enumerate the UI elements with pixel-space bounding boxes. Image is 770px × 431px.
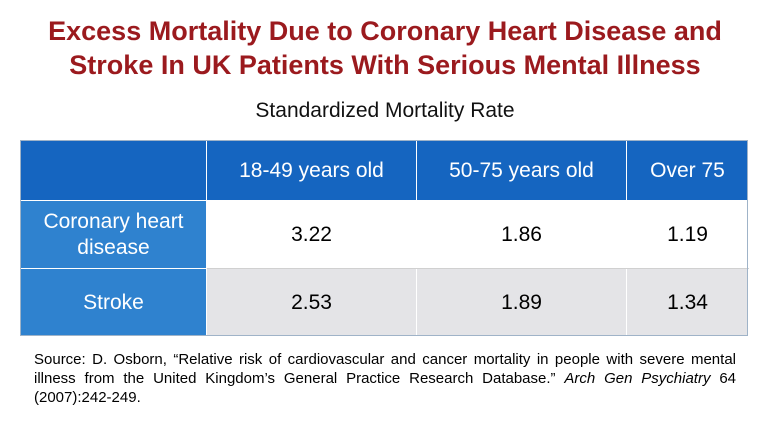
source-citation: Source: D. Osborn, “Relative risk of car… [34,350,736,407]
row-label-coronary-heart-disease: Coronary heart disease [20,200,207,269]
table-cell: 1.86 [416,200,627,269]
column-header-over-75: Over 75 [626,140,749,201]
table-corner-cell [20,140,207,201]
table-header-row: 18-49 years old 50-75 years old Over 75 [20,140,749,201]
slide-title-line-2: Stroke In UK Patients With Serious Menta… [69,50,701,80]
slide-title-line-1: Excess Mortality Due to Coronary Heart D… [48,16,722,46]
source-citation-prefix: Source: D. Osborn, “Relative risk of car… [34,351,736,387]
source-citation-suffix: 64 (2007):242-249. [34,370,736,406]
table-cell: 1.19 [626,200,749,269]
column-header-18-49: 18-49 years old [206,140,417,201]
source-journal-name: Arch Gen Psychiatry [564,370,711,387]
row-label-stroke: Stroke [20,268,207,337]
table-row-coronary-heart-disease: Coronary heart disease 3.22 1.86 1.19 [20,200,749,269]
mortality-table: 18-49 years old 50-75 years old Over 75 … [20,140,749,337]
column-header-50-75: 50-75 years old [416,140,627,201]
table-cell: 2.53 [206,268,417,337]
table-row-stroke: Stroke 2.53 1.89 1.34 [20,268,749,337]
slide-title: Excess Mortality Due to Coronary Heart D… [0,14,770,82]
table-cell: 3.22 [206,200,417,269]
table-caption: Standardized Mortality Rate [255,99,515,122]
table-cell: 1.34 [626,268,749,337]
table-cell: 1.89 [416,268,627,337]
